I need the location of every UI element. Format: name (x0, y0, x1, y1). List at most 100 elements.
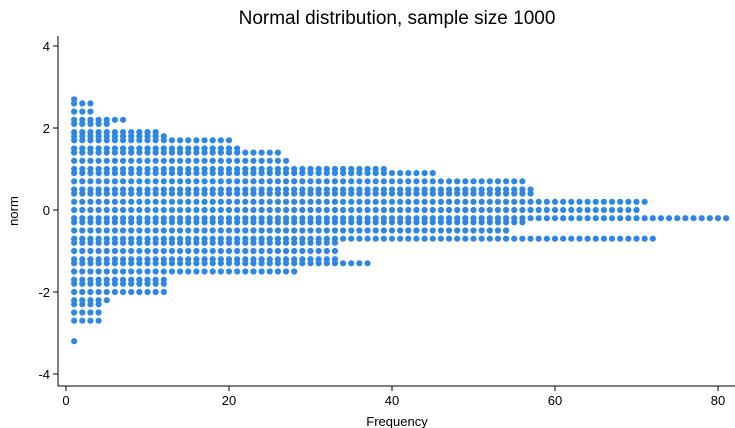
data-point (421, 178, 428, 185)
data-point (429, 170, 436, 177)
data-point (364, 206, 371, 214)
data-point (242, 170, 249, 177)
data-point (274, 157, 281, 164)
data-point (706, 215, 713, 222)
data-point (234, 149, 241, 156)
data-point (274, 190, 281, 197)
data-point (356, 227, 363, 234)
data-point (119, 170, 127, 177)
data-point (250, 157, 257, 164)
data-point (136, 239, 143, 246)
data-point (560, 206, 567, 214)
data-point (103, 288, 110, 296)
data-point (217, 198, 224, 205)
data-point (568, 206, 575, 214)
data-point (79, 309, 86, 316)
data-point (258, 149, 265, 156)
data-point (625, 235, 632, 242)
data-point (111, 157, 118, 164)
data-point (152, 227, 159, 234)
data-point (168, 178, 176, 185)
data-point (413, 190, 420, 197)
data-point (152, 206, 159, 214)
data-point (331, 190, 339, 197)
data-point (307, 178, 314, 185)
data-point (136, 268, 143, 275)
data-point (217, 239, 224, 246)
data-point (421, 219, 428, 226)
data-point (144, 227, 151, 234)
data-point (527, 198, 534, 205)
data-point (95, 301, 102, 308)
data-point (225, 247, 233, 255)
data-point (331, 219, 339, 226)
data-point (291, 178, 298, 185)
data-point (217, 268, 224, 275)
data-point (79, 149, 86, 156)
data-point (128, 280, 135, 287)
data-point (160, 268, 167, 275)
data-point (144, 239, 151, 246)
data-point (87, 198, 94, 205)
data-point (152, 170, 159, 177)
data-point (111, 247, 118, 255)
data-point (250, 219, 257, 226)
data-point (282, 178, 290, 185)
data-point (405, 235, 412, 242)
data-point (119, 116, 127, 123)
data-point (462, 235, 469, 242)
data-point (617, 215, 624, 222)
data-point (551, 206, 559, 214)
data-point (160, 170, 167, 177)
data-point (380, 227, 387, 234)
data-point (511, 178, 518, 185)
data-point (185, 206, 192, 214)
data-point (144, 280, 151, 287)
data-point (364, 219, 371, 226)
data-point (242, 198, 249, 205)
data-point (119, 288, 127, 296)
data-point (79, 239, 86, 246)
data-point (551, 198, 559, 205)
data-point (95, 120, 102, 127)
data-point (111, 219, 118, 226)
data-point (478, 227, 485, 234)
data-point (462, 198, 469, 205)
data-point (576, 235, 583, 242)
data-point (380, 219, 387, 226)
data-point (234, 157, 241, 164)
data-point (413, 170, 420, 177)
x-ticks: 0 20 40 60 80 (62, 386, 725, 408)
data-point (690, 215, 697, 222)
data-point (79, 206, 86, 214)
data-point (405, 178, 412, 185)
data-point (201, 206, 208, 214)
data-point (234, 190, 241, 197)
chart-title: Normal distribution, sample size 1000 (239, 8, 556, 29)
data-point (429, 235, 436, 242)
data-point (592, 206, 599, 214)
data-point (608, 235, 616, 242)
data-point (103, 170, 110, 177)
data-point (405, 198, 412, 205)
data-point (103, 247, 110, 255)
data-point (258, 227, 265, 234)
data-point (160, 280, 167, 287)
data-point (266, 149, 273, 156)
data-point (356, 235, 363, 242)
data-point (494, 227, 502, 234)
data-point (168, 268, 176, 275)
data-point (177, 198, 184, 205)
data-point (111, 178, 118, 185)
data-point (494, 235, 502, 242)
data-point (217, 149, 224, 156)
data-point (503, 198, 510, 205)
data-point (274, 260, 281, 267)
data-point (119, 219, 127, 226)
data-point (209, 190, 216, 197)
data-point (340, 235, 347, 242)
data-point (576, 206, 583, 214)
data-point (356, 178, 363, 185)
data-point (71, 137, 78, 144)
data-point (250, 190, 257, 197)
